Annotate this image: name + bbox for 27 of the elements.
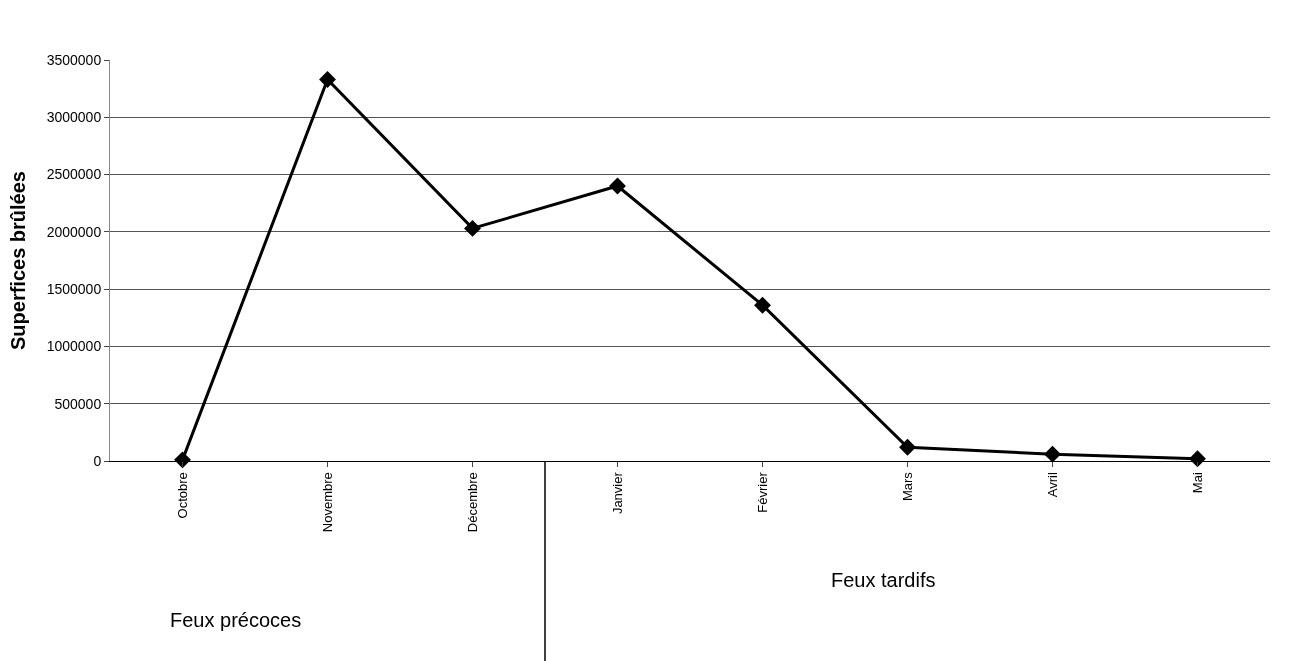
- point: [464, 219, 481, 237]
- y-tick-label: 2500000: [46, 166, 102, 183]
- y-tick-label: 1000000: [46, 338, 102, 355]
- point: [319, 71, 336, 88]
- x-tick-label: Février: [754, 471, 770, 513]
- point: [1189, 450, 1206, 468]
- x-tick-label: Janvier: [609, 471, 625, 515]
- x-tick-label: Octobre: [174, 472, 190, 519]
- y-axis-title: Superfices brûlées: [7, 171, 30, 350]
- x-tick-label: Décembre: [464, 472, 480, 533]
- y-tick-label: 2000000: [46, 223, 102, 240]
- y-tick-label: 3000000: [46, 109, 102, 126]
- x-tick-label: Mai: [1189, 472, 1205, 494]
- x-tick-label: Avril: [1044, 472, 1060, 498]
- y-tick-label: 500000: [54, 395, 102, 412]
- y-tick-label: 3500000: [46, 51, 102, 68]
- point: [609, 177, 626, 195]
- point: [174, 451, 191, 469]
- y-tick-label: 0: [93, 452, 102, 469]
- y-tick-label: 1500000: [46, 281, 102, 298]
- point: [1044, 445, 1061, 463]
- x-tick-label: Novembre: [319, 472, 335, 533]
- point: [899, 438, 916, 456]
- text: Feux tardifs: [831, 569, 936, 591]
- text: Feux précoces: [170, 609, 302, 631]
- point: [754, 296, 771, 314]
- x-tick-label: Mars: [899, 471, 915, 502]
